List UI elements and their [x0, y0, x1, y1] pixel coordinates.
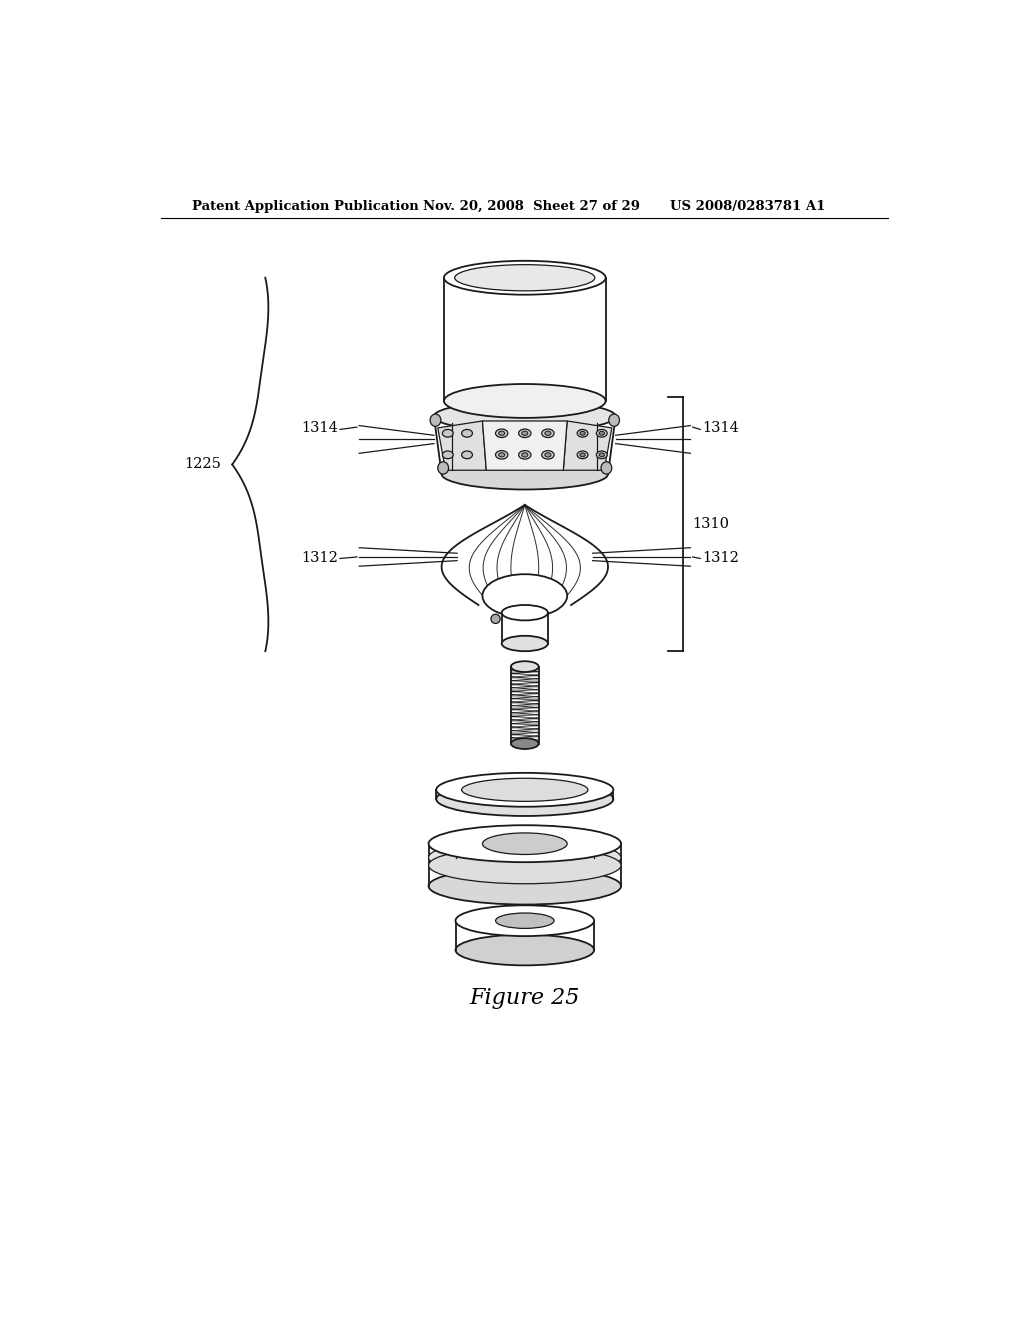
Ellipse shape: [545, 432, 551, 436]
Text: US 2008/0283781 A1: US 2008/0283781 A1: [670, 199, 825, 213]
Polygon shape: [563, 421, 611, 470]
Ellipse shape: [462, 779, 588, 801]
Ellipse shape: [442, 429, 454, 437]
Ellipse shape: [578, 451, 588, 459]
Ellipse shape: [502, 636, 548, 651]
Ellipse shape: [430, 414, 441, 426]
Text: 1314: 1314: [302, 421, 339, 434]
Ellipse shape: [511, 738, 539, 748]
Ellipse shape: [578, 429, 588, 437]
Ellipse shape: [580, 453, 586, 457]
Text: Figure 25: Figure 25: [470, 987, 580, 1008]
Ellipse shape: [482, 574, 567, 618]
Ellipse shape: [580, 432, 586, 436]
Ellipse shape: [511, 661, 539, 672]
Ellipse shape: [542, 450, 554, 459]
Ellipse shape: [429, 847, 621, 884]
Ellipse shape: [434, 401, 615, 432]
Ellipse shape: [462, 429, 472, 437]
Ellipse shape: [518, 429, 531, 437]
Ellipse shape: [429, 867, 621, 904]
Ellipse shape: [521, 453, 528, 457]
Ellipse shape: [490, 614, 500, 623]
Text: 1312: 1312: [701, 552, 738, 565]
Ellipse shape: [496, 913, 554, 928]
Ellipse shape: [438, 462, 449, 474]
Ellipse shape: [521, 432, 528, 436]
Polygon shape: [482, 421, 567, 470]
Ellipse shape: [542, 429, 554, 437]
Ellipse shape: [496, 429, 508, 437]
Ellipse shape: [545, 453, 551, 457]
Ellipse shape: [499, 453, 505, 457]
Text: Nov. 20, 2008  Sheet 27 of 29: Nov. 20, 2008 Sheet 27 of 29: [423, 199, 640, 213]
Ellipse shape: [429, 840, 621, 876]
Text: 1312: 1312: [302, 552, 339, 565]
Ellipse shape: [599, 453, 604, 457]
Ellipse shape: [436, 781, 613, 816]
Ellipse shape: [502, 605, 548, 620]
Ellipse shape: [444, 261, 605, 294]
Ellipse shape: [608, 414, 620, 426]
Ellipse shape: [442, 451, 454, 459]
Ellipse shape: [444, 384, 605, 418]
Ellipse shape: [596, 429, 607, 437]
Text: 1225: 1225: [184, 458, 221, 471]
Ellipse shape: [462, 451, 472, 459]
Ellipse shape: [455, 264, 595, 290]
Ellipse shape: [456, 935, 594, 965]
Ellipse shape: [482, 833, 567, 854]
Text: 1310: 1310: [692, 517, 730, 531]
Ellipse shape: [496, 450, 508, 459]
Ellipse shape: [518, 450, 531, 459]
Ellipse shape: [441, 459, 608, 490]
Text: Patent Application Publication: Patent Application Publication: [193, 199, 419, 213]
Ellipse shape: [429, 825, 621, 862]
Text: 1314: 1314: [701, 421, 738, 434]
Ellipse shape: [436, 774, 613, 807]
Ellipse shape: [599, 432, 604, 436]
Polygon shape: [438, 421, 486, 470]
Ellipse shape: [596, 451, 607, 459]
Ellipse shape: [499, 432, 505, 436]
Ellipse shape: [456, 906, 594, 936]
Ellipse shape: [601, 462, 611, 474]
